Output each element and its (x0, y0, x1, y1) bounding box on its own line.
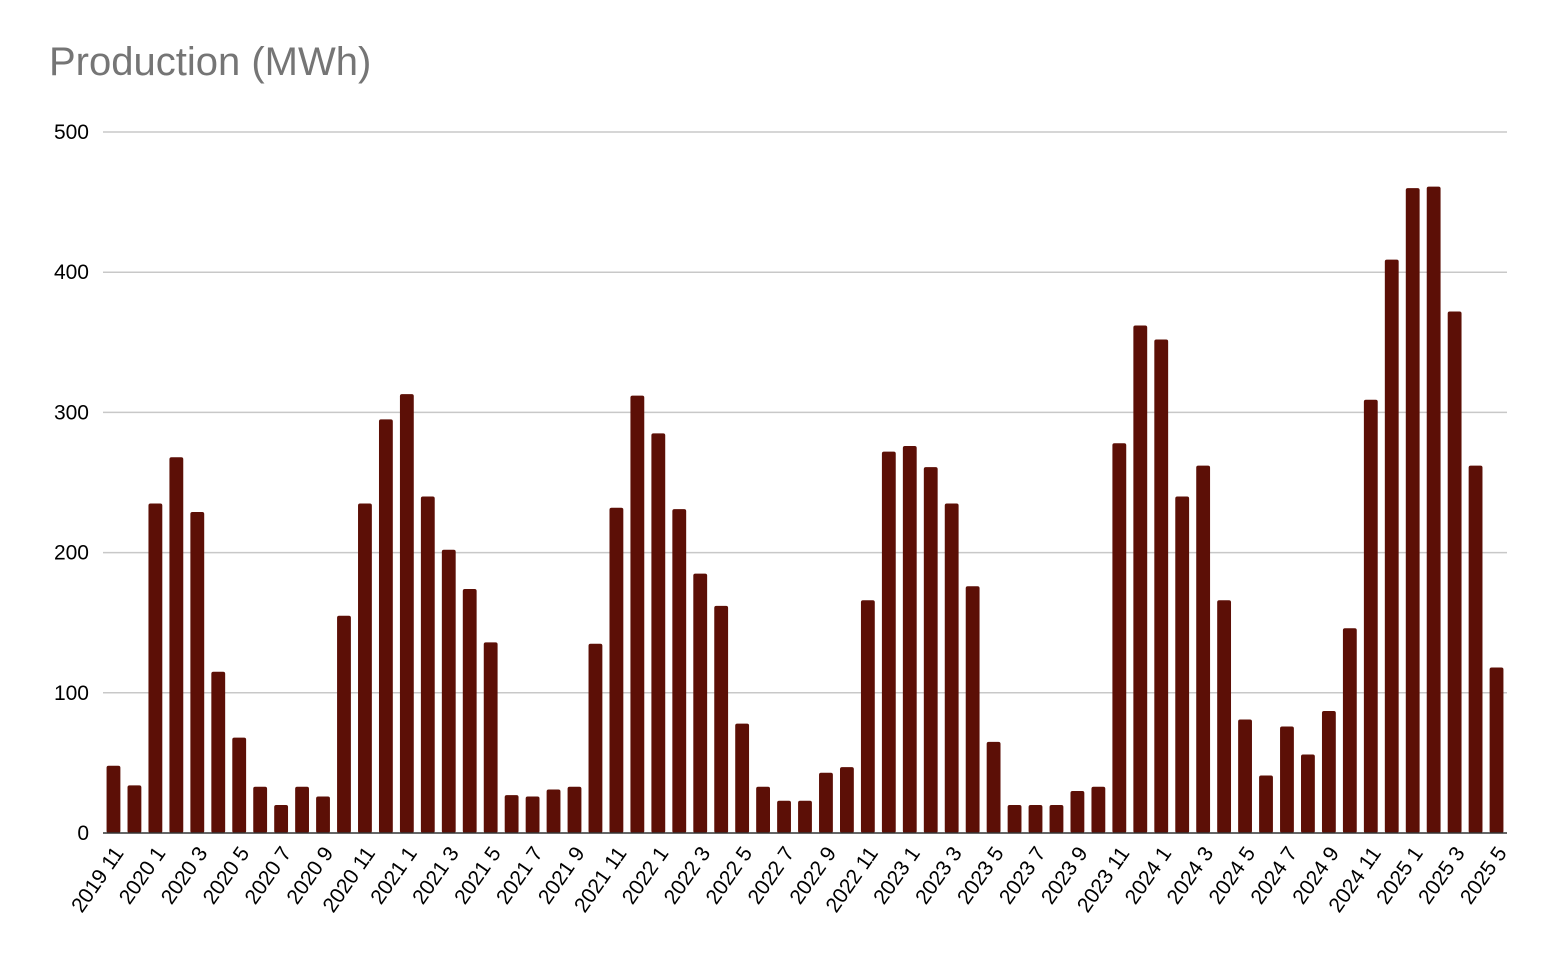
bar-2020-1 (148, 503, 163, 833)
bar-2024-10 (1342, 628, 1357, 833)
bar-2024-2 (1175, 496, 1190, 833)
bar-2023-6 (1007, 804, 1022, 833)
y-tick-label: 100 (54, 682, 89, 705)
bar-2020-2 (169, 457, 184, 833)
bar-2022-11 (860, 600, 875, 833)
y-tick-label: 500 (54, 121, 89, 144)
bar-2025-1 (1405, 188, 1420, 833)
bar-2020-9 (316, 796, 330, 833)
bar-2021-11 (609, 507, 624, 833)
bar-2023-3 (944, 503, 959, 833)
bar-2021-8 (546, 789, 561, 833)
bar-2024-6 (1259, 775, 1273, 833)
bar-2020-5 (232, 737, 247, 833)
bar-2023-11 (1112, 443, 1127, 833)
y-tick-label: 300 (54, 401, 89, 424)
bar-2022-3 (693, 573, 708, 833)
bar-2024-4 (1217, 600, 1232, 833)
bar-2023-12 (1133, 325, 1148, 833)
bar-2021-9 (567, 786, 582, 833)
bar-2025-3 (1447, 311, 1462, 834)
bar-2023-5 (986, 741, 1001, 833)
bar-2023-9 (1070, 790, 1085, 833)
bar-2024-5 (1238, 719, 1252, 833)
bar-2021-10 (588, 643, 603, 833)
y-axis-tick-labels: 0 100 200 300 400 500 (54, 121, 89, 845)
x-tick-label: 2019 11 (67, 843, 128, 917)
bar-2022-5 (735, 723, 750, 833)
bar-2023-1 (902, 446, 917, 833)
bar-2021-4 (462, 589, 477, 833)
bar-2020-10 (337, 615, 351, 833)
bar-2020-11 (358, 503, 372, 833)
gridlines (103, 131, 1507, 694)
bar-2024-9 (1321, 711, 1336, 833)
bar-2022-9 (819, 772, 833, 833)
bar-2022-8 (798, 800, 812, 833)
bar-2021-1 (399, 394, 414, 833)
bar-2020-8 (295, 786, 309, 833)
bar-2024-8 (1301, 754, 1315, 833)
bar-2022-7 (777, 800, 791, 833)
chart-title: Production (MWh) (49, 40, 372, 84)
bar-2021-6 (504, 795, 519, 833)
bar-2025-2 (1426, 186, 1441, 833)
bar-2023-4 (965, 586, 980, 833)
bar-2025-4 (1468, 465, 1483, 833)
bar-2020-7 (274, 804, 289, 833)
bar-2024-3 (1196, 465, 1211, 833)
bar-2023-7 (1028, 804, 1043, 833)
bar-2022-12 (881, 451, 896, 833)
bar-2021-5 (483, 642, 498, 833)
bars (106, 186, 1504, 834)
bar-2023-2 (923, 467, 938, 833)
bar-2019-11 (106, 765, 121, 833)
bar-2022-1 (651, 433, 666, 833)
y-tick-label: 400 (54, 261, 89, 284)
bar-2022-6 (756, 786, 770, 833)
bar-2020-4 (211, 671, 226, 833)
bar-2024-1 (1154, 339, 1169, 833)
bar-2021-2 (420, 496, 435, 833)
bar-2022-10 (840, 767, 854, 833)
bar-2020-6 (253, 786, 268, 833)
bar-2021-12 (630, 395, 645, 833)
bar-2024-12 (1384, 259, 1399, 834)
bar-2019-12 (127, 785, 142, 833)
y-tick-label: 200 (54, 542, 89, 565)
bar-2021-7 (525, 796, 540, 833)
bar-2022-4 (714, 605, 729, 833)
bar-2025-5 (1489, 667, 1504, 833)
bar-2021-3 (441, 549, 456, 833)
bar-2023-10 (1091, 786, 1106, 833)
bar-2020-12 (378, 419, 393, 833)
bar-2024-7 (1280, 726, 1294, 833)
bar-2020-3 (190, 511, 205, 833)
bar-2023-8 (1049, 804, 1064, 833)
y-tick-label: 0 (77, 822, 89, 845)
bar-2022-2 (672, 509, 687, 833)
bar-2024-11 (1363, 399, 1378, 833)
